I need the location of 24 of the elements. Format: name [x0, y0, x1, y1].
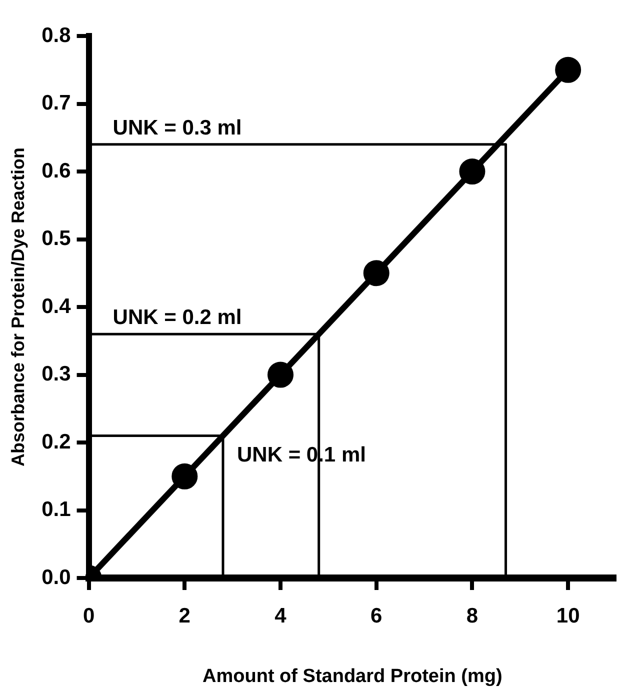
point [459, 158, 486, 184]
point [172, 463, 198, 490]
x-tick-label: 6 [370, 604, 382, 628]
x-tick-label: 2 [178, 604, 190, 628]
x-tick-label: 4 [274, 604, 287, 628]
annotation: UNK = 0.3 ml [112, 116, 242, 140]
point [555, 56, 582, 83]
annotation: UNK = 0.2 ml [112, 306, 242, 330]
x-tick-label: 10 [556, 604, 580, 628]
y-tick-label: 0.6 [42, 159, 71, 182]
x-axis-title: Amount of Standard Protein (mg) [202, 666, 502, 687]
y-tick-label: 0.4 [42, 294, 72, 318]
y-tick-label: 0.7 [42, 92, 71, 115]
x-tick-label: 8 [466, 604, 478, 628]
y-tick-label: 0.5 [42, 227, 72, 250]
y-tick-label: 0.3 [42, 362, 71, 386]
y-tick-label: 0.0 [42, 566, 71, 589]
y-tick-label: 0.2 [42, 430, 71, 454]
y-tick-label: 0.8 [42, 24, 72, 47]
y-axis-title: Absorbance for Protein/Dye Reaction [8, 147, 28, 467]
point [363, 260, 390, 286]
point [268, 362, 294, 388]
y-tick-label: 0.1 [42, 498, 72, 522]
x-tick-label: 0 [82, 604, 95, 628]
